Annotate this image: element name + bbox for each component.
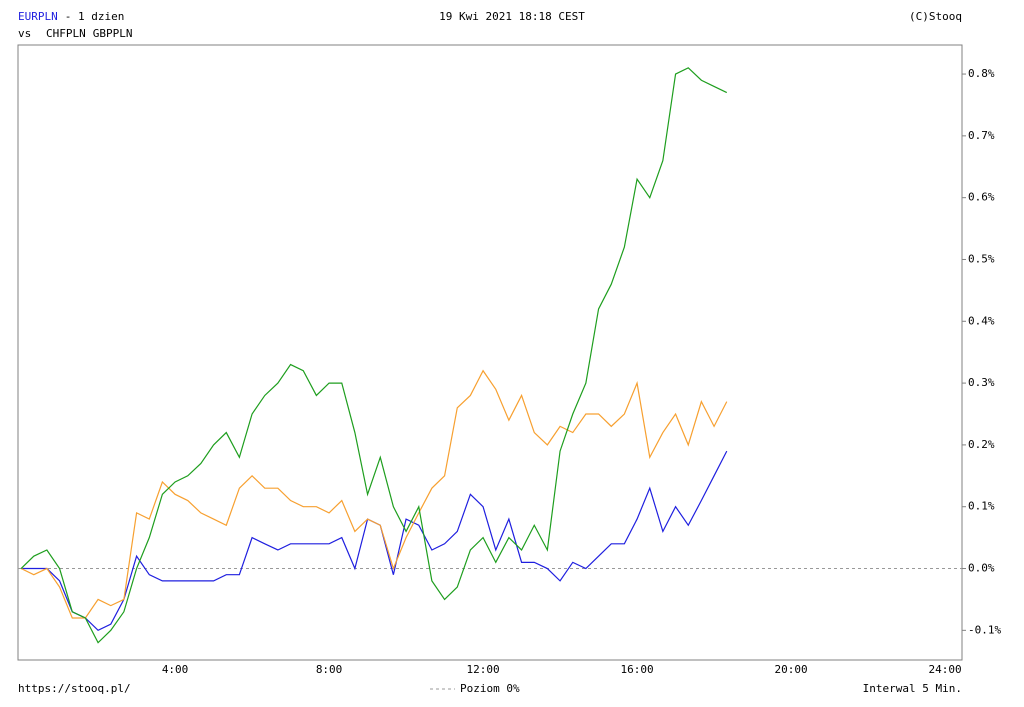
chart-title: EURPLN - 1 dzien	[18, 10, 124, 23]
reference-label: Poziom 0%	[460, 682, 520, 695]
series-line	[20, 67, 728, 644]
y-tick-label: 0.5%	[968, 252, 995, 265]
x-tick-label: 12:00	[467, 663, 500, 676]
legend-entry: EURPLN	[18, 10, 58, 23]
y-tick-label: 0.1%	[968, 500, 995, 513]
x-tick-label: 24:00	[928, 663, 961, 676]
x-tick-label: 4:00	[162, 663, 189, 676]
y-tick-label: 0.6%	[968, 191, 995, 204]
source-label: (C)Stooq	[909, 10, 962, 23]
vs-label: vs	[18, 27, 31, 40]
plot-frame	[17, 44, 963, 661]
x-tick-label: 20:00	[775, 663, 808, 676]
legend-entry: CHFPLN	[46, 27, 86, 40]
legend-entry: GBPPLN	[93, 27, 133, 40]
y-tick-label: 0.0%	[968, 562, 995, 575]
series-line	[20, 369, 728, 619]
x-tick-label: 16:00	[621, 663, 654, 676]
date-label: 19 Kwi 2021 18:18 CEST	[439, 10, 585, 23]
y-tick-label: 0.4%	[968, 314, 995, 327]
y-tick-label: 0.3%	[968, 376, 995, 389]
y-tick-label: 0.8%	[968, 67, 995, 80]
y-tick-label: 0.7%	[968, 129, 995, 142]
y-tick-label: -0.1%	[968, 623, 1001, 636]
chart-title-text: - 1 dzien	[65, 10, 125, 23]
url-label: https://stooq.pl/	[18, 682, 131, 695]
x-tick-label: 8:00	[316, 663, 343, 676]
interval-label: Interwal 5 Min.	[863, 682, 962, 695]
y-tick-label: 0.2%	[968, 438, 995, 451]
